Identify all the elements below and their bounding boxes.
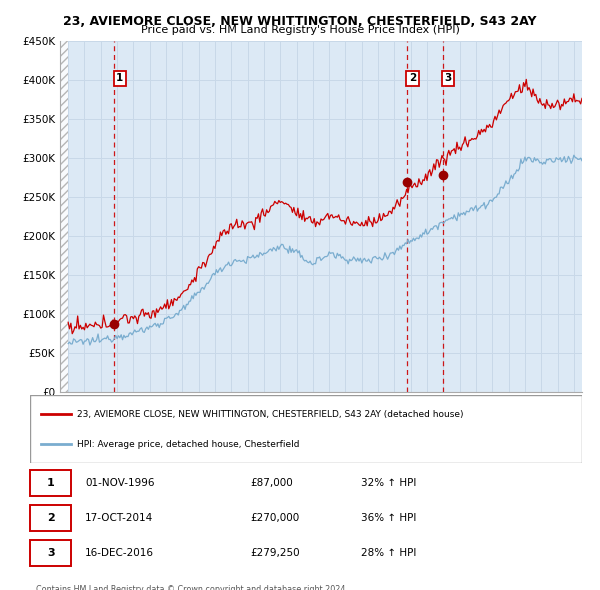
Text: 3: 3 bbox=[47, 548, 55, 558]
Text: £87,000: £87,000 bbox=[251, 478, 293, 488]
FancyBboxPatch shape bbox=[30, 395, 582, 463]
Text: 17-OCT-2014: 17-OCT-2014 bbox=[85, 513, 154, 523]
Text: £279,250: £279,250 bbox=[251, 548, 301, 558]
Text: 1: 1 bbox=[47, 478, 55, 488]
Text: HPI: Average price, detached house, Chesterfield: HPI: Average price, detached house, Ches… bbox=[77, 440, 299, 448]
Text: 23, AVIEMORE CLOSE, NEW WHITTINGTON, CHESTERFIELD, S43 2AY: 23, AVIEMORE CLOSE, NEW WHITTINGTON, CHE… bbox=[63, 15, 537, 28]
Text: 23, AVIEMORE CLOSE, NEW WHITTINGTON, CHESTERFIELD, S43 2AY (detached house): 23, AVIEMORE CLOSE, NEW WHITTINGTON, CHE… bbox=[77, 410, 463, 419]
Text: 2: 2 bbox=[47, 513, 55, 523]
FancyBboxPatch shape bbox=[30, 539, 71, 566]
FancyBboxPatch shape bbox=[30, 470, 71, 496]
Text: 1: 1 bbox=[116, 73, 124, 83]
Text: 36% ↑ HPI: 36% ↑ HPI bbox=[361, 513, 416, 523]
Text: 28% ↑ HPI: 28% ↑ HPI bbox=[361, 548, 416, 558]
Text: 3: 3 bbox=[445, 73, 452, 83]
Text: 16-DEC-2016: 16-DEC-2016 bbox=[85, 548, 154, 558]
Text: Price paid vs. HM Land Registry's House Price Index (HPI): Price paid vs. HM Land Registry's House … bbox=[140, 25, 460, 35]
FancyBboxPatch shape bbox=[30, 504, 71, 531]
Text: 32% ↑ HPI: 32% ↑ HPI bbox=[361, 478, 416, 488]
Text: 01-NOV-1996: 01-NOV-1996 bbox=[85, 478, 155, 488]
Text: £270,000: £270,000 bbox=[251, 513, 300, 523]
Text: 2: 2 bbox=[409, 73, 416, 83]
Text: Contains HM Land Registry data © Crown copyright and database right 2024.
This d: Contains HM Land Registry data © Crown c… bbox=[35, 585, 347, 590]
